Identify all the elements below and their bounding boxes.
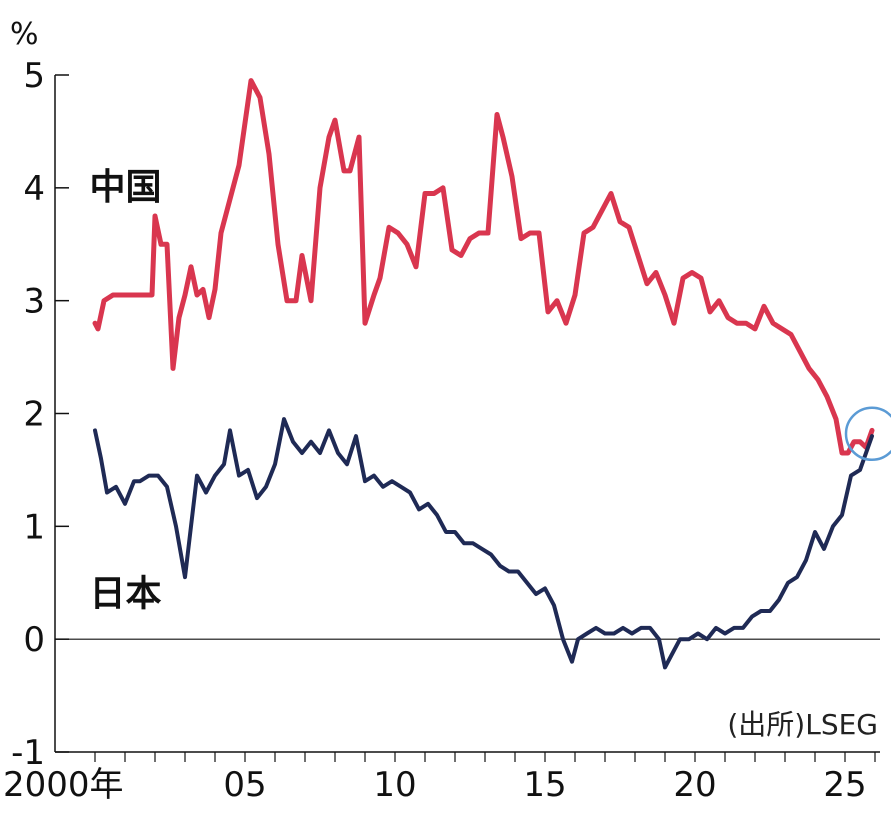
y-tick-label: 4	[23, 169, 45, 209]
series-group	[92, 78, 891, 670]
series-label-japan: 日本	[90, 573, 162, 614]
y-tick-label: 0	[23, 620, 45, 660]
highlight-circle	[844, 406, 891, 462]
y-tick-label: -1	[11, 733, 45, 773]
y-axis: 5 4 3 2 1 0 -1	[11, 56, 880, 773]
y-tick-label: 3	[23, 282, 45, 322]
x-tick-label: 05	[223, 765, 266, 805]
y-tick-label: 2	[23, 395, 45, 435]
series-line-japan	[93, 417, 874, 670]
y-tick-label: 1	[23, 507, 45, 547]
y-unit-label: %	[10, 17, 39, 52]
series-line-china	[92, 78, 875, 456]
x-axis: 2000年 05 10 15 20 25	[3, 751, 880, 805]
x-tick-label: 15	[523, 765, 566, 805]
x-tick-label: 2000年	[3, 765, 124, 805]
x-tick-label: 20	[673, 765, 716, 805]
y-tick-label: 5	[23, 56, 45, 96]
x-tick-label: 10	[373, 765, 416, 805]
source-note: (出所)LSEG	[727, 708, 878, 741]
series-label-china: 中国	[90, 167, 162, 208]
x-tick-label: 25	[823, 765, 866, 805]
